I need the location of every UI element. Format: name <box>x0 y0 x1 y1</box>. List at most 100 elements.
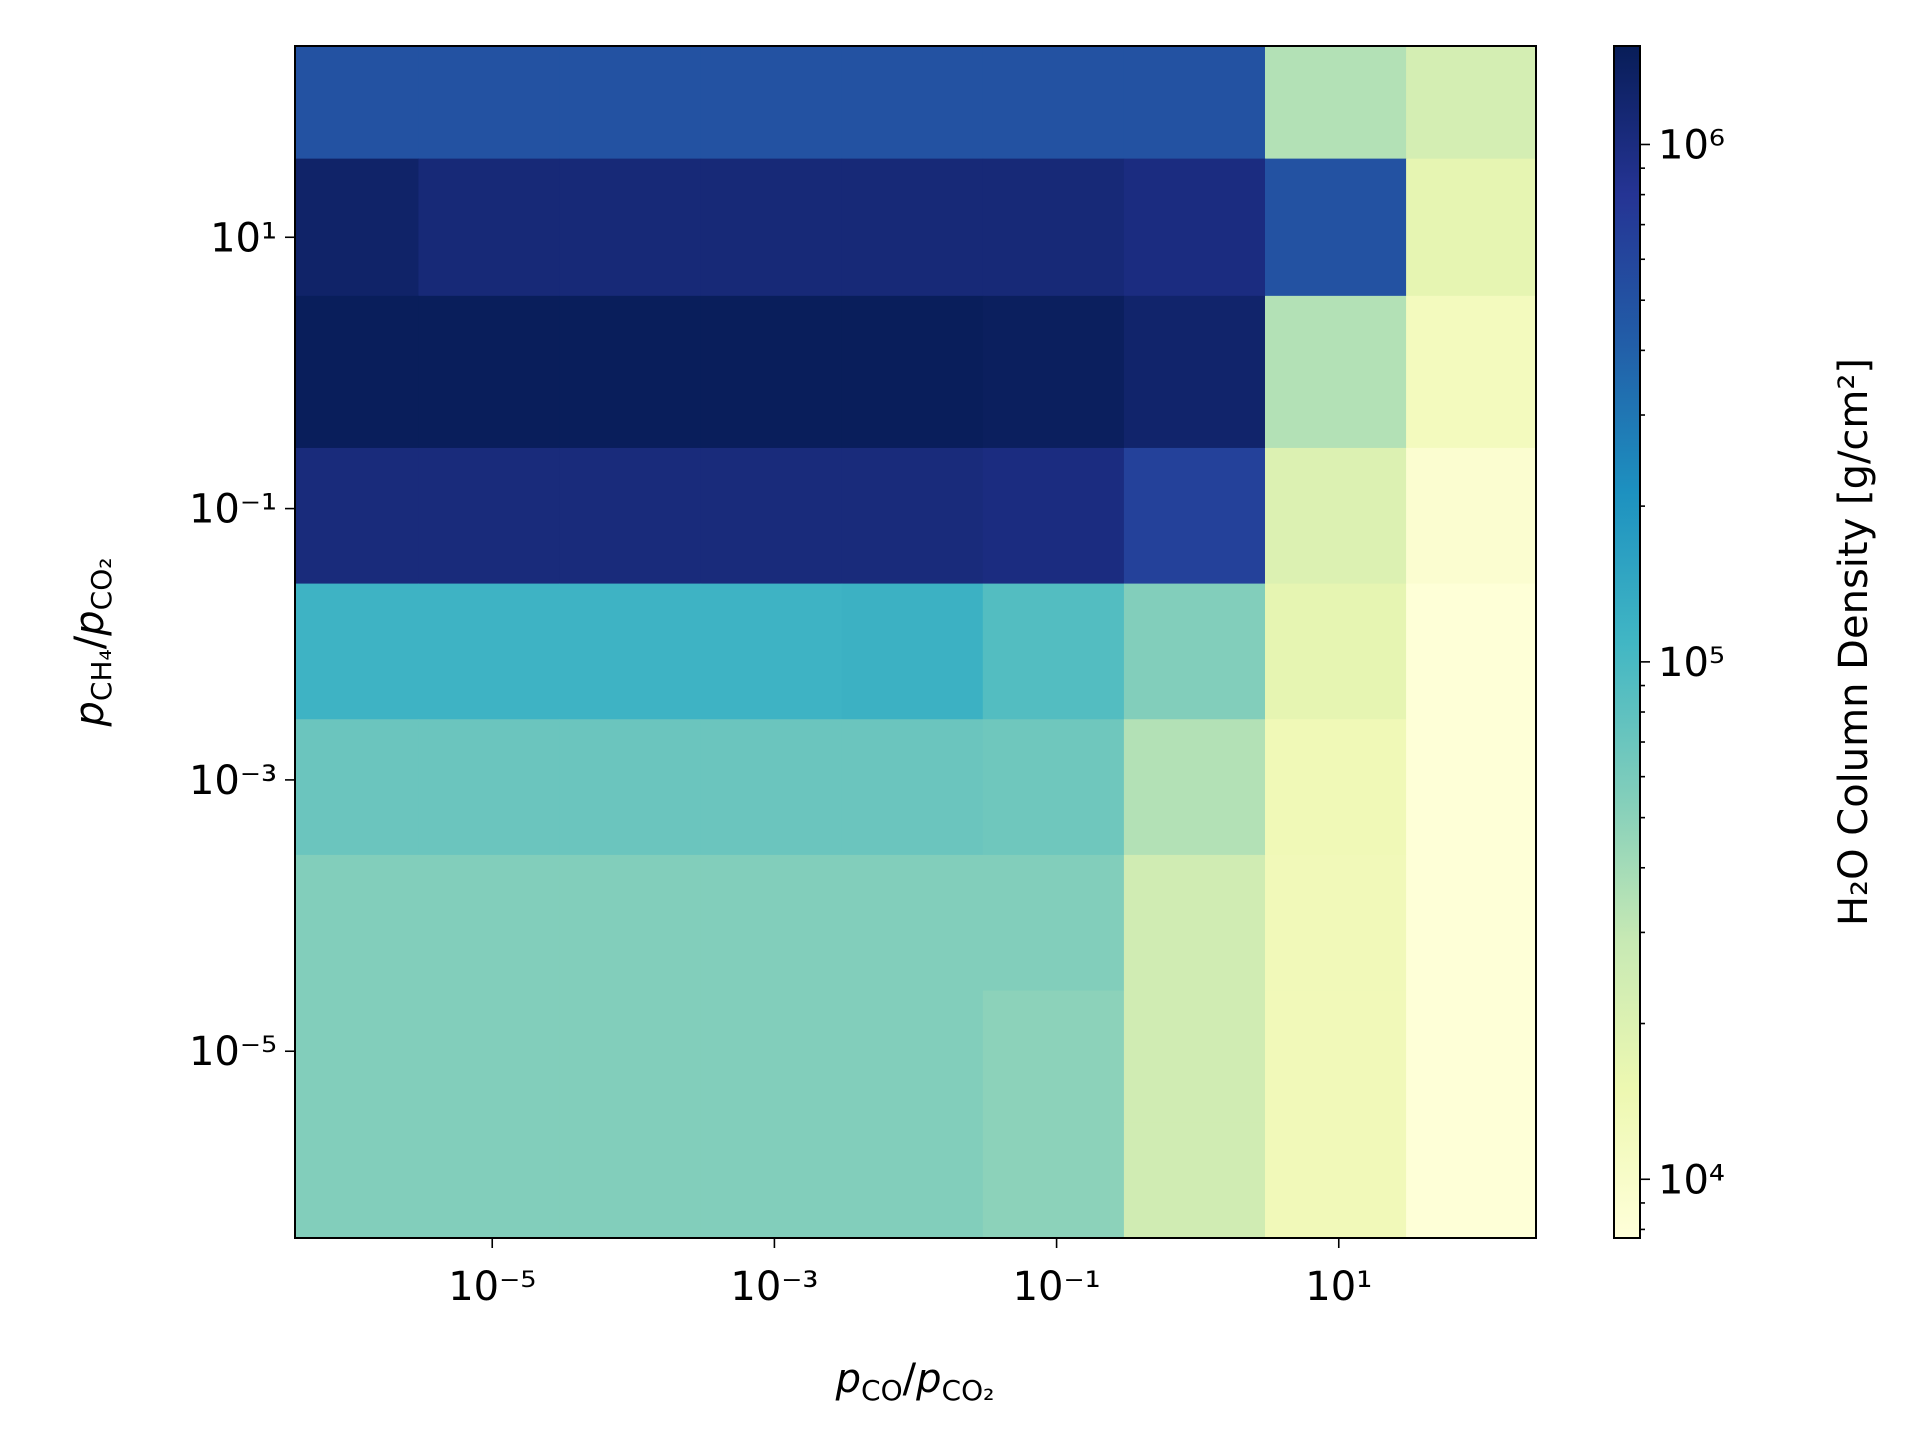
heatmap-cell <box>1264 719 1407 856</box>
heatmap-cell <box>418 583 561 720</box>
heatmap-cell <box>982 1122 1125 1239</box>
x-tick-label: 10⁻³ <box>730 1264 818 1310</box>
heatmap-cell <box>982 158 1125 297</box>
heatmap-cell <box>1406 719 1537 856</box>
heatmap-cell <box>1264 158 1407 297</box>
heatmap-cell <box>1123 46 1266 160</box>
heatmap-cell <box>418 295 561 449</box>
y-tick-label: 10⁻⁵ <box>189 1029 277 1075</box>
heatmap-cell <box>700 719 843 856</box>
heatmap-cell <box>559 447 702 585</box>
heatmap-cell <box>841 158 984 297</box>
heatmap-cell <box>418 719 561 856</box>
heatmap-cell <box>841 295 984 449</box>
heatmap-cell <box>841 1122 984 1239</box>
heatmap-cell <box>1406 158 1537 297</box>
heatmap-cell <box>559 295 702 449</box>
heatmap-cell <box>1264 46 1407 160</box>
heatmap-cell <box>1264 295 1407 449</box>
plot-frame <box>294 45 1537 1239</box>
heatmap-cell <box>1406 46 1537 160</box>
colorbar-tick-label: 10⁶ <box>1658 122 1725 168</box>
heatmap-cell <box>1264 1122 1407 1239</box>
heatmap-cell <box>700 447 843 585</box>
heatmap-cell <box>418 158 561 297</box>
heatmap-cell <box>1123 447 1266 585</box>
heatmap-cell <box>982 583 1125 720</box>
heatmap-cell <box>295 158 419 297</box>
heatmap-cell <box>700 46 843 160</box>
heatmap-cell <box>559 719 702 856</box>
heatmap-cell <box>1406 295 1537 449</box>
y-tick-label: 10⁻¹ <box>189 487 277 533</box>
heatmap-cell <box>295 719 419 856</box>
heatmap-cell <box>1264 447 1407 585</box>
heatmap-cell <box>1123 990 1266 1123</box>
colorbar-tick-label: 10⁵ <box>1658 640 1725 686</box>
heatmap-cell <box>841 46 984 160</box>
heatmap-cell <box>700 854 843 992</box>
heatmap-cell <box>418 1122 561 1239</box>
heatmap-cell <box>1406 583 1537 720</box>
y-axis-label: pCH₄/pCO₂ <box>67 558 118 728</box>
heatmap-cell <box>700 158 843 297</box>
heatmap-cell <box>1406 447 1537 585</box>
heatmap-cell <box>700 990 843 1123</box>
heatmap-cell <box>1406 990 1537 1123</box>
heatmap-cell <box>1264 583 1407 720</box>
heatmap-cell <box>1123 854 1266 992</box>
heatmap-cell <box>1406 854 1537 992</box>
heatmap-cell <box>700 295 843 449</box>
heatmap-cell <box>295 1122 419 1239</box>
heatmap-cell <box>1123 1122 1266 1239</box>
heatmap-cell <box>1406 1122 1537 1239</box>
colorbar-tick-label: 10⁴ <box>1658 1157 1725 1203</box>
heatmap-cell <box>700 583 843 720</box>
heatmap-cell <box>841 447 984 585</box>
colorbar <box>1614 46 1640 1238</box>
x-tick-label: 10⁻⁵ <box>448 1264 536 1310</box>
x-tick-label: 10¹ <box>1305 1264 1372 1310</box>
heatmap-cell <box>841 583 984 720</box>
heatmap-cell <box>559 46 702 160</box>
heatmap-cell <box>418 854 561 992</box>
heatmap <box>295 46 1537 1239</box>
heatmap-cell <box>559 158 702 297</box>
heatmap-cell <box>559 854 702 992</box>
heatmap-cell <box>982 854 1125 992</box>
heatmap-cell <box>559 990 702 1123</box>
heatmap-cell <box>1123 583 1266 720</box>
heatmap-cell <box>418 990 561 1123</box>
heatmap-cell <box>418 46 561 160</box>
colorbar-label: H₂O Column Density [g/cm²] <box>1831 358 1877 926</box>
y-tick-label: 10¹ <box>210 215 277 261</box>
heatmap-cell <box>982 46 1125 160</box>
heatmap-cell <box>559 583 702 720</box>
x-axis-label: pCO/pCO₂ <box>835 1356 995 1407</box>
heatmap-cell <box>1123 158 1266 297</box>
heatmap-cell <box>841 719 984 856</box>
heatmap-cell <box>1123 295 1266 449</box>
heatmap-cell <box>559 1122 702 1239</box>
heatmap-cell <box>295 854 419 992</box>
x-tick-label: 10⁻¹ <box>1013 1264 1101 1310</box>
heatmap-cell <box>1264 990 1407 1123</box>
colorbar-frame <box>1613 45 1641 1239</box>
heatmap-cell <box>982 295 1125 449</box>
heatmap-cell <box>982 447 1125 585</box>
heatmap-cell <box>295 447 419 585</box>
heatmap-cell <box>418 447 561 585</box>
heatmap-cell <box>295 46 419 160</box>
heatmap-cell <box>295 583 419 720</box>
heatmap-cell <box>982 719 1125 856</box>
heatmap-cell <box>295 990 419 1123</box>
y-tick-label: 10⁻³ <box>189 758 277 804</box>
heatmap-cell <box>1123 719 1266 856</box>
heatmap-cell <box>1264 854 1407 992</box>
heatmap-cell <box>700 1122 843 1239</box>
heatmap-cell <box>982 990 1125 1123</box>
heatmap-cell <box>295 295 419 449</box>
heatmap-cell <box>841 990 984 1123</box>
heatmap-cell <box>841 854 984 992</box>
